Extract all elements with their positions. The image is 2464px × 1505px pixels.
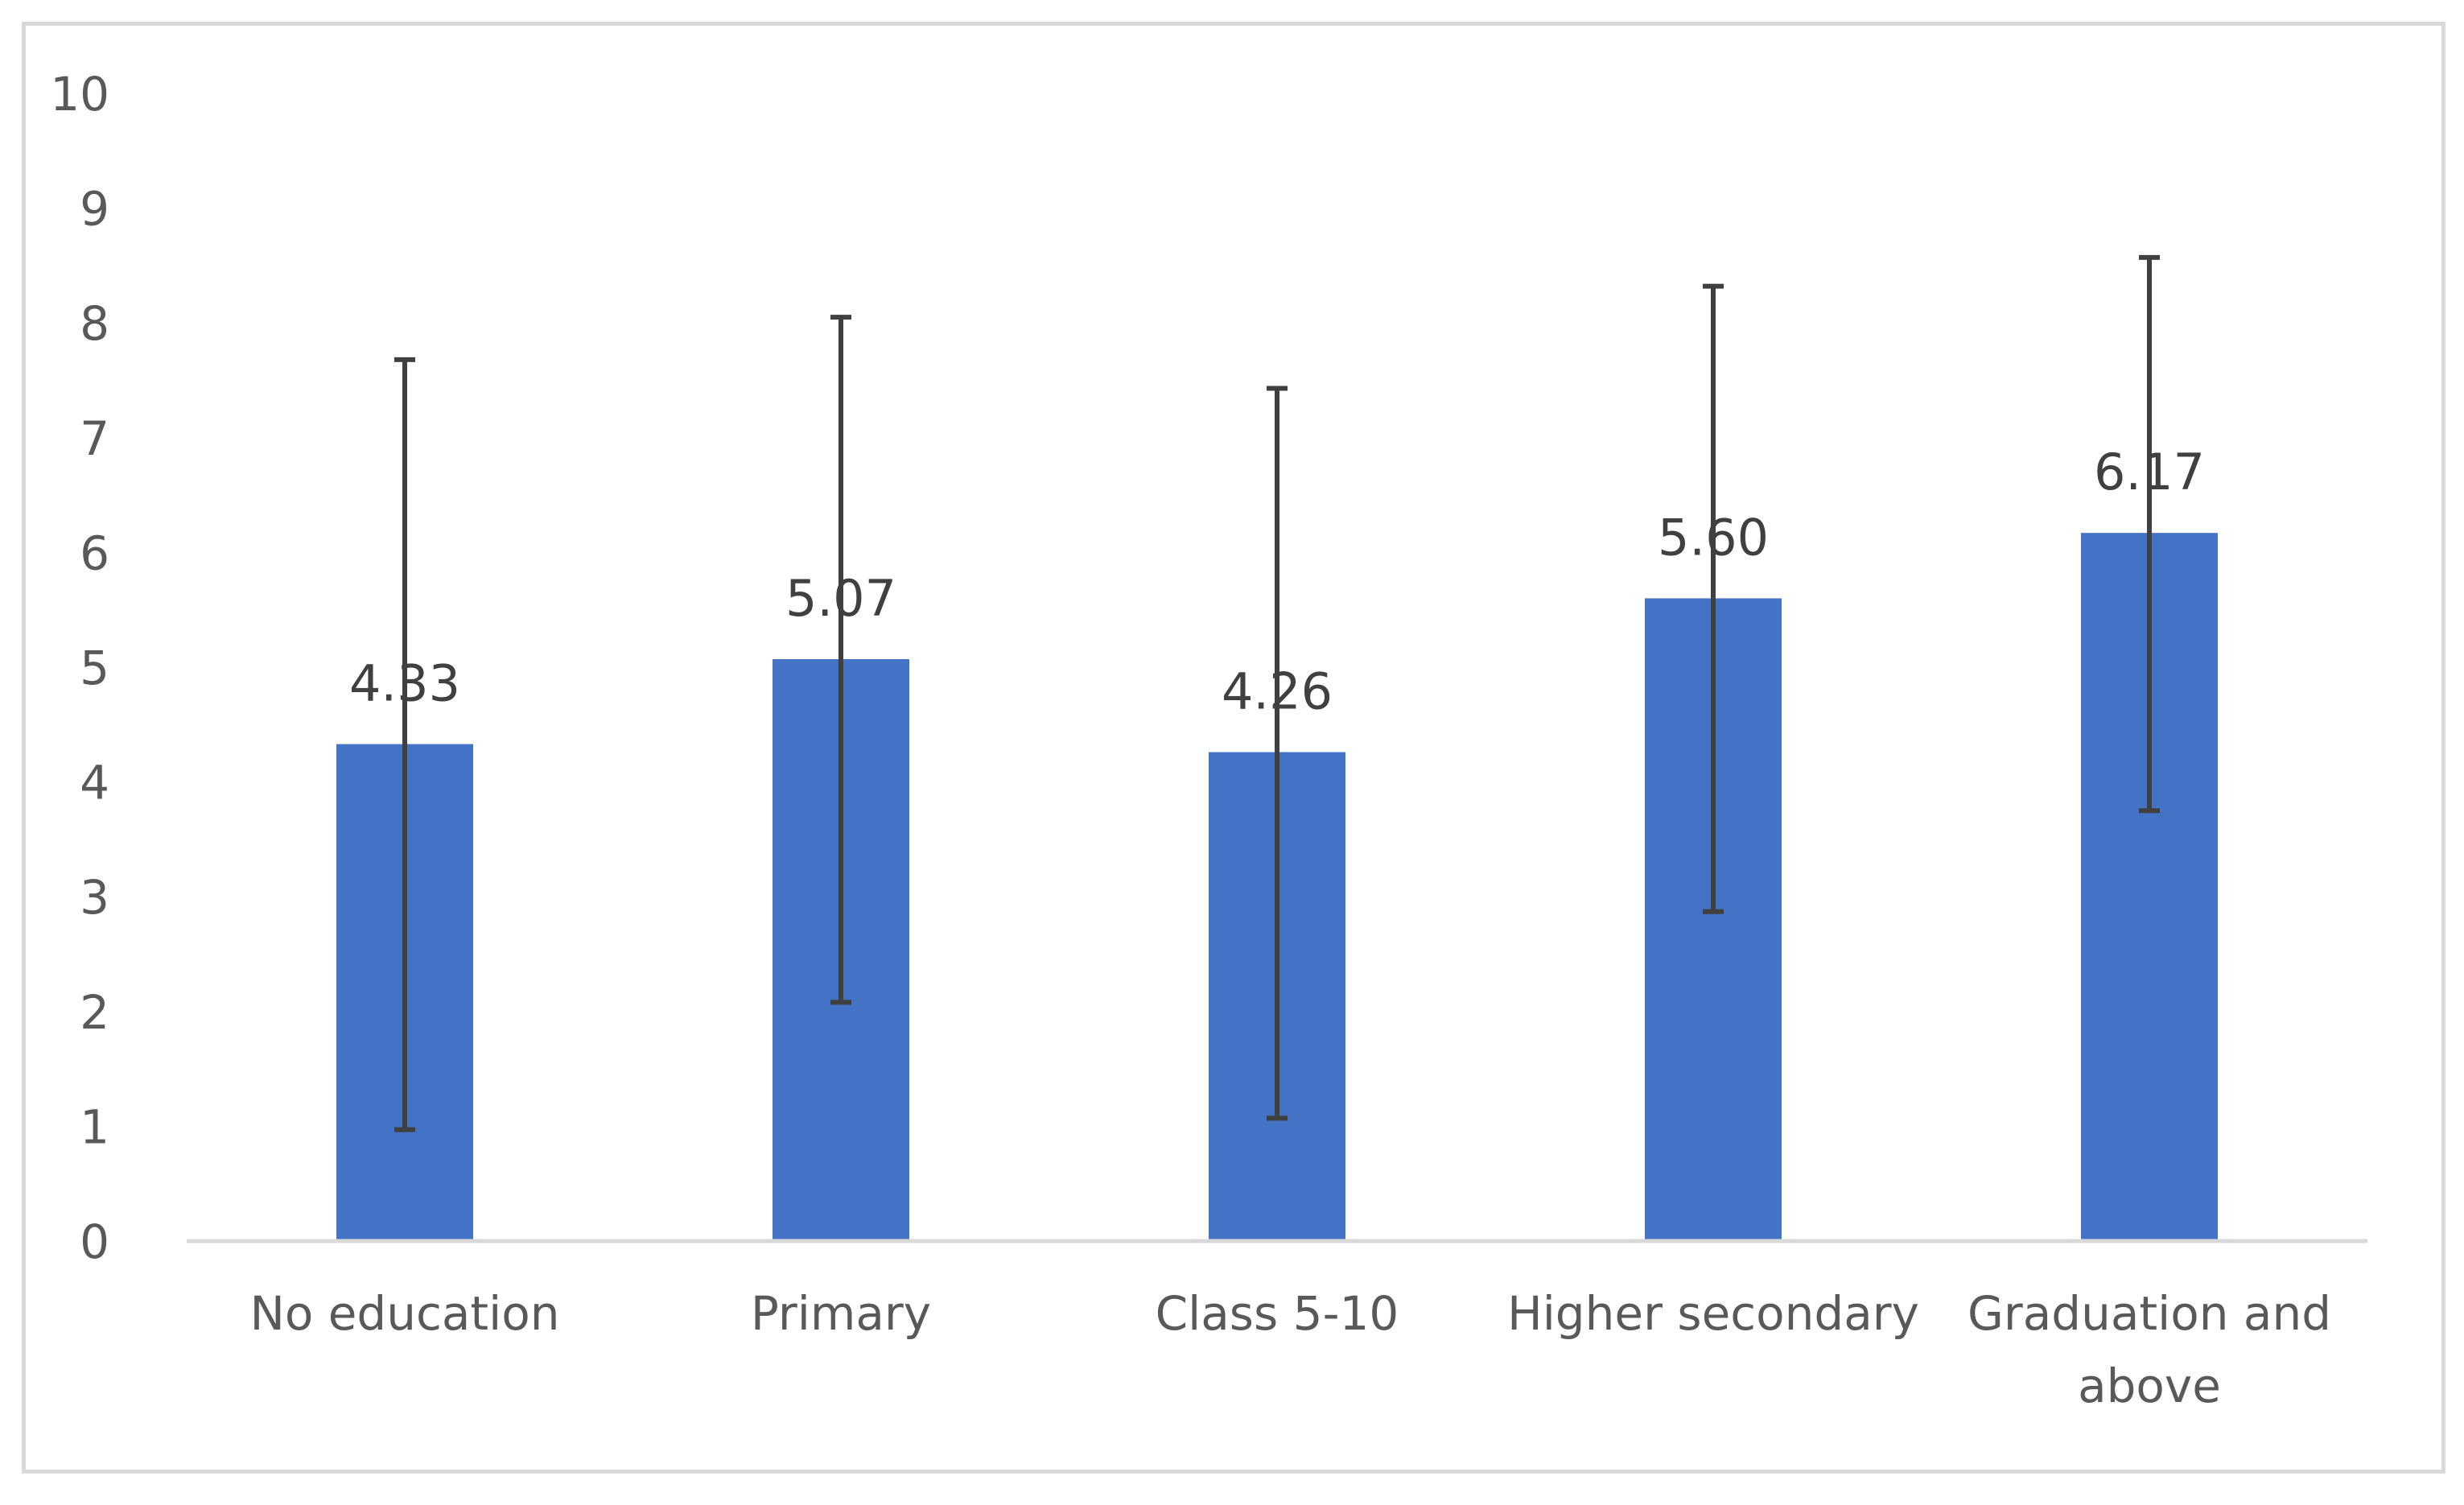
data-label: 5.07	[785, 569, 896, 628]
y-tick-label: 8	[80, 296, 109, 351]
category-label-line: Graduation and	[1967, 1286, 2331, 1341]
y-tick-label: 9	[80, 182, 109, 237]
data-labels: 4.33 5.07 4.26 5.60 6.17	[349, 443, 2205, 720]
data-label: 4.33	[349, 654, 460, 713]
error-bars	[394, 254, 2160, 1132]
category-label: Primary	[751, 1286, 931, 1341]
data-label: 6.17	[2094, 443, 2205, 501]
y-tick-label: 5	[80, 641, 109, 695]
chart-frame: 0 1 2 3 4 5 6 7 8 9 10 4.33 5.07 4.26 5.60 6.17 No edu…	[22, 22, 2445, 1474]
data-label: 4.26	[1222, 662, 1333, 721]
y-tick-label: 6	[80, 526, 109, 580]
y-tick-label: 0	[80, 1214, 109, 1269]
y-tick-label: 1	[80, 1099, 109, 1154]
y-tick-label: 4	[80, 756, 109, 810]
category-label-line: No education	[249, 1286, 559, 1341]
category-label: No education	[249, 1286, 559, 1341]
category-label-line: above	[2078, 1359, 2221, 1413]
y-tick-label: 10	[50, 67, 109, 122]
category-label-line: Higher secondary	[1507, 1286, 1919, 1341]
category-label: Class 5-10	[1156, 1286, 1399, 1341]
data-label: 5.60	[1658, 508, 1769, 567]
category-label: Graduation and above	[1967, 1286, 2331, 1413]
category-label-line: Class 5-10	[1156, 1286, 1399, 1341]
y-axis-ticks: 0 1 2 3 4 5 6 7 8 9 10	[50, 67, 109, 1269]
category-labels: No education Primary Class 5-10 Higher seco…	[249, 1286, 2331, 1413]
bar-chart: 0 1 2 3 4 5 6 7 8 9 10 4.33 5.07 4.26 5.60 6.17 No edu…	[50, 67, 2367, 1413]
y-tick-label: 3	[80, 870, 109, 925]
category-label: Higher secondary	[1507, 1286, 1919, 1341]
category-label-line: Primary	[751, 1286, 931, 1341]
y-tick-label: 2	[80, 985, 109, 1040]
y-tick-label: 7	[80, 411, 109, 466]
